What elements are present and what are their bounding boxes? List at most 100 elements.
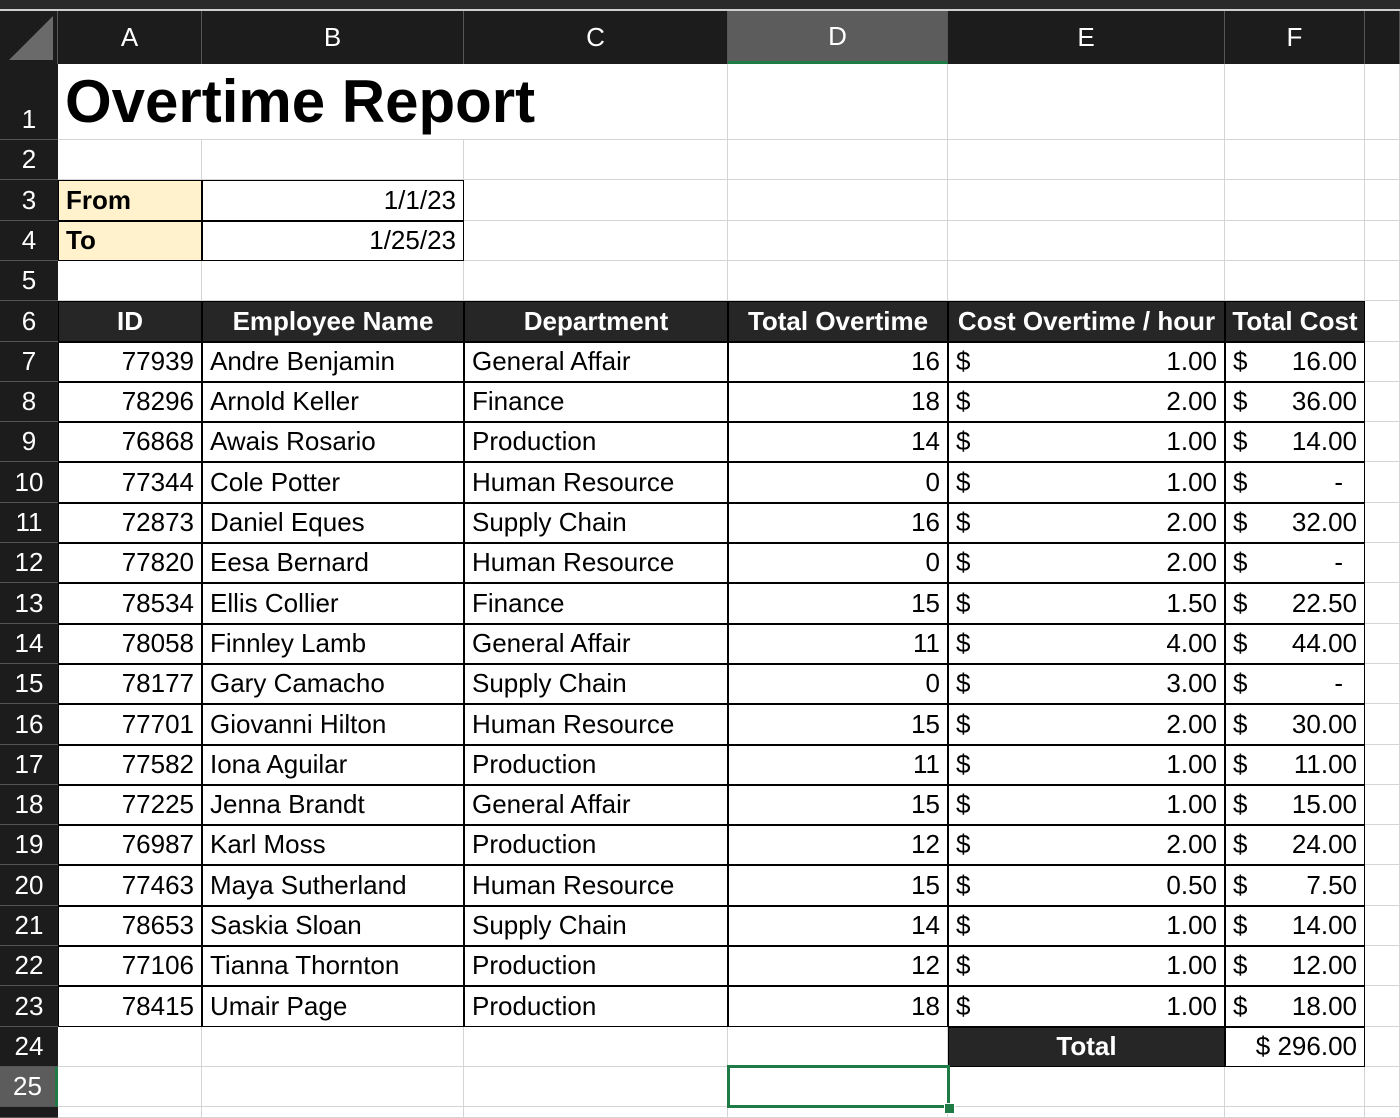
cell-D3[interactable] xyxy=(728,180,948,221)
cell-E3[interactable] xyxy=(948,180,1225,221)
total-cost[interactable]: $11.00 xyxy=(1225,745,1365,785)
cell-G5[interactable] xyxy=(1365,261,1400,301)
cell-G13[interactable] xyxy=(1365,583,1400,624)
employee-id[interactable]: 76868 xyxy=(58,422,202,462)
fill-handle[interactable] xyxy=(944,1103,955,1114)
row-header-18[interactable]: 18 xyxy=(0,785,58,825)
cost-per-hour[interactable]: $2.00 xyxy=(948,825,1225,865)
total-overtime[interactable]: 16 xyxy=(728,342,948,382)
department[interactable]: Human Resource xyxy=(464,865,728,906)
cost-per-hour[interactable]: $3.00 xyxy=(948,664,1225,704)
total-cost[interactable]: $ - xyxy=(1225,664,1365,704)
employee-id[interactable]: 76987 xyxy=(58,825,202,865)
cell-C4[interactable] xyxy=(464,221,728,261)
row-header-13[interactable]: 13 xyxy=(0,583,58,624)
page-title[interactable]: Overtime Report xyxy=(58,64,728,140)
cell-E26[interactable] xyxy=(948,1107,1225,1118)
cell-C2[interactable] xyxy=(464,140,728,180)
cell-E25[interactable] xyxy=(948,1067,1225,1107)
cell-F4[interactable] xyxy=(1225,221,1365,261)
total-overtime[interactable]: 15 xyxy=(728,785,948,825)
row-header-6[interactable]: 6 xyxy=(0,301,58,342)
row-header-15[interactable]: 15 xyxy=(0,664,58,704)
column-header-f[interactable]: F xyxy=(1225,11,1365,64)
department[interactable]: Production xyxy=(464,745,728,785)
cost-per-hour[interactable]: $1.00 xyxy=(948,462,1225,503)
cell-F25[interactable] xyxy=(1225,1067,1365,1107)
cell-G3[interactable] xyxy=(1365,180,1400,221)
employee-id[interactable]: 78177 xyxy=(58,664,202,704)
cell-E2[interactable] xyxy=(948,140,1225,180)
total-cost[interactable]: $36.00 xyxy=(1225,382,1365,422)
row-header-14[interactable]: 14 xyxy=(0,624,58,664)
total-overtime[interactable]: 15 xyxy=(728,865,948,906)
total-cost[interactable]: $14.00 xyxy=(1225,906,1365,946)
total-overtime[interactable]: 12 xyxy=(728,946,948,986)
cell-G19[interactable] xyxy=(1365,825,1400,865)
employee-name[interactable]: Finnley Lamb xyxy=(202,624,464,664)
column-header-e[interactable]: E xyxy=(948,11,1225,64)
cell-G26[interactable] xyxy=(1365,1107,1400,1118)
department[interactable]: Finance xyxy=(464,382,728,422)
employee-name[interactable]: Andre Benjamin xyxy=(202,342,464,382)
cost-per-hour[interactable]: $1.00 xyxy=(948,785,1225,825)
cell-G22[interactable] xyxy=(1365,946,1400,986)
department[interactable]: Production xyxy=(464,986,728,1027)
row-header-10[interactable]: 10 xyxy=(0,462,58,503)
total-overtime[interactable]: 11 xyxy=(728,745,948,785)
cost-per-hour[interactable]: $2.00 xyxy=(948,382,1225,422)
employee-name[interactable]: Eesa Bernard xyxy=(202,543,464,583)
employee-id[interactable]: 77820 xyxy=(58,543,202,583)
total-overtime[interactable]: 16 xyxy=(728,503,948,543)
total-cost[interactable]: $14.00 xyxy=(1225,422,1365,462)
department[interactable]: Production xyxy=(464,825,728,865)
employee-name[interactable]: Arnold Keller xyxy=(202,382,464,422)
cost-per-hour[interactable]: $1.00 xyxy=(948,906,1225,946)
department[interactable]: Human Resource xyxy=(464,462,728,503)
employee-name[interactable]: Jenna Brandt xyxy=(202,785,464,825)
cell-D2[interactable] xyxy=(728,140,948,180)
total-cost[interactable]: $32.00 xyxy=(1225,503,1365,543)
row-header-25[interactable]: 25 xyxy=(0,1067,58,1107)
row-header-1[interactable]: 1 xyxy=(0,64,58,140)
total-cost[interactable]: $16.00 xyxy=(1225,342,1365,382)
department[interactable]: Supply Chain xyxy=(464,664,728,704)
department[interactable]: General Affair xyxy=(464,342,728,382)
cell-G18[interactable] xyxy=(1365,785,1400,825)
employee-id[interactable]: 78296 xyxy=(58,382,202,422)
employee-name[interactable]: Saskia Sloan xyxy=(202,906,464,946)
employee-name[interactable]: Awais Rosario xyxy=(202,422,464,462)
employee-name[interactable]: Cole Potter xyxy=(202,462,464,503)
to-date-input[interactable]: 1/25/23 xyxy=(202,221,464,261)
total-overtime[interactable]: 14 xyxy=(728,906,948,946)
total-overtime[interactable]: 15 xyxy=(728,583,948,624)
employee-id[interactable]: 77225 xyxy=(58,785,202,825)
total-cost[interactable]: $ - xyxy=(1225,543,1365,583)
department[interactable]: General Affair xyxy=(464,785,728,825)
cell-B26[interactable] xyxy=(202,1107,464,1118)
cell-E5[interactable] xyxy=(948,261,1225,301)
cell-A2[interactable] xyxy=(58,140,202,180)
row-header-2[interactable]: 2 xyxy=(0,140,58,180)
row-header-23[interactable]: 23 xyxy=(0,986,58,1027)
cell-C25[interactable] xyxy=(464,1067,728,1107)
row-header-11[interactable]: 11 xyxy=(0,503,58,543)
employee-name[interactable]: Tianna Thornton xyxy=(202,946,464,986)
total-overtime[interactable]: 18 xyxy=(728,986,948,1027)
cell-C26[interactable] xyxy=(464,1107,728,1118)
total-cost[interactable]: $22.50 xyxy=(1225,583,1365,624)
employee-name[interactable]: Gary Camacho xyxy=(202,664,464,704)
cell-D5[interactable] xyxy=(728,261,948,301)
employee-id[interactable]: 77582 xyxy=(58,745,202,785)
cell-E4[interactable] xyxy=(948,221,1225,261)
cost-per-hour[interactable]: $1.50 xyxy=(948,583,1225,624)
row-header-16[interactable]: 16 xyxy=(0,704,58,745)
row-header-7[interactable]: 7 xyxy=(0,342,58,382)
total-overtime[interactable]: 11 xyxy=(728,624,948,664)
employee-name[interactable]: Maya Sutherland xyxy=(202,865,464,906)
cell-C3[interactable] xyxy=(464,180,728,221)
total-cost[interactable]: $ - xyxy=(1225,462,1365,503)
cell-F2[interactable] xyxy=(1225,140,1365,180)
cell-G10[interactable] xyxy=(1365,462,1400,503)
cost-per-hour[interactable]: $2.00 xyxy=(948,704,1225,745)
